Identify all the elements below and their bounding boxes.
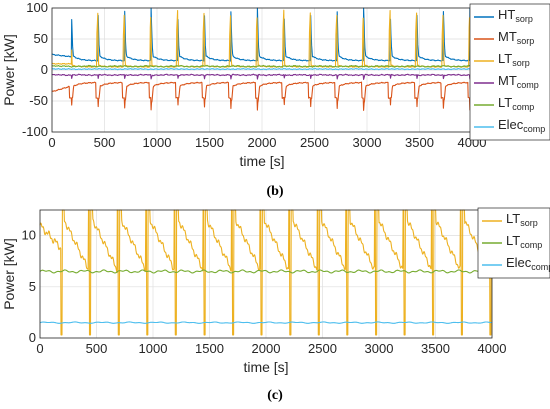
c-series-line bbox=[39, 269, 493, 274]
c-x-tick: 0 bbox=[36, 341, 43, 356]
c-x-tick: 4000 bbox=[478, 341, 507, 356]
b-x-tick: 3000 bbox=[353, 135, 382, 150]
c-legend-entry: LTsorp bbox=[506, 211, 538, 228]
c-y-tick: 5 bbox=[29, 279, 36, 294]
c-y-tick: 10 bbox=[22, 228, 36, 243]
b-x-tick: 0 bbox=[48, 135, 55, 150]
c-legend-entry: LTcomp bbox=[506, 233, 542, 250]
chart-c: 0 500 1000 1500 2000 2500 3000 3500 4000 0 5 10 ti… bbox=[1, 207, 550, 403]
b-caption: (b) bbox=[266, 184, 283, 199]
b-legend-entry: MTcomp bbox=[498, 73, 539, 90]
c-x-tick: 500 bbox=[86, 341, 108, 356]
b-x-tick: 500 bbox=[94, 135, 116, 150]
b-legend: HTsorp MTsorp LTsorp MTcomp LTcomp Eleccomp bbox=[469, 3, 550, 141]
b-x-tick: 3500 bbox=[405, 135, 434, 150]
b-x-tick: 1500 bbox=[195, 135, 224, 150]
b-x-axis-label: time [s] bbox=[239, 153, 284, 169]
c-x-tick-labels: 0 500 1000 1500 2000 2500 3000 3500 4000 bbox=[36, 341, 506, 356]
chart-b: 0 500 1000 1500 2000 2500 3000 3500 4000 -100-50… bbox=[1, 0, 550, 199]
c-x-tick: 1000 bbox=[139, 341, 168, 356]
b-y-tick: 0 bbox=[41, 62, 48, 77]
b-legend-entry: HTsorp bbox=[498, 7, 533, 24]
c-x-tick: 2500 bbox=[308, 341, 337, 356]
c-x-tick: 2000 bbox=[252, 341, 281, 356]
b-x-tick: 2500 bbox=[300, 135, 329, 150]
c-grid bbox=[39, 210, 493, 339]
b-legend-entry: MTsorp bbox=[498, 29, 534, 46]
c-y-axis-label: Power [kW] bbox=[1, 238, 17, 310]
b-y-tick: -100 bbox=[22, 124, 48, 139]
b-legend-box bbox=[469, 3, 550, 141]
b-x-tick: 1000 bbox=[143, 135, 172, 150]
b-series-line bbox=[51, 7, 473, 62]
c-legend: LTsorp LTcomp Eleccomp bbox=[477, 207, 550, 279]
c-lines bbox=[39, 209, 493, 336]
b-y-axis-label: Power [kW] bbox=[1, 34, 17, 106]
c-caption: (c) bbox=[267, 388, 283, 403]
b-series-line bbox=[51, 73, 473, 80]
c-y-tick-labels: 0 5 10 bbox=[22, 228, 36, 345]
b-legend-entry: LTcomp bbox=[498, 95, 534, 112]
c-legend-entry: Eleccomp bbox=[506, 255, 550, 272]
c-x-axis-label: time [s] bbox=[243, 359, 288, 375]
b-series-line bbox=[51, 64, 473, 68]
c-series-line bbox=[39, 209, 493, 336]
b-x-tick: 2000 bbox=[248, 135, 277, 150]
b-x-tick-labels: 0 500 1000 1500 2000 2500 3000 3500 4000 bbox=[48, 135, 486, 150]
b-y-tick: -50 bbox=[29, 93, 48, 108]
c-x-tick: 3000 bbox=[365, 341, 394, 356]
b-lines bbox=[51, 7, 473, 111]
b-legend-entry: Eleccomp bbox=[498, 117, 545, 134]
c-x-tick: 1500 bbox=[195, 341, 224, 356]
c-x-tick: 3500 bbox=[421, 341, 450, 356]
b-legend-entry: LTsorp bbox=[498, 51, 530, 68]
b-series-line bbox=[51, 81, 473, 111]
b-series-line bbox=[51, 67, 473, 71]
b-y-tick: 100 bbox=[26, 0, 48, 15]
c-series-line bbox=[39, 321, 493, 324]
b-y-tick-labels: -100 -50 0 50 100 bbox=[22, 0, 48, 139]
c-y-tick: 0 bbox=[29, 330, 36, 345]
b-y-tick: 50 bbox=[34, 31, 48, 46]
